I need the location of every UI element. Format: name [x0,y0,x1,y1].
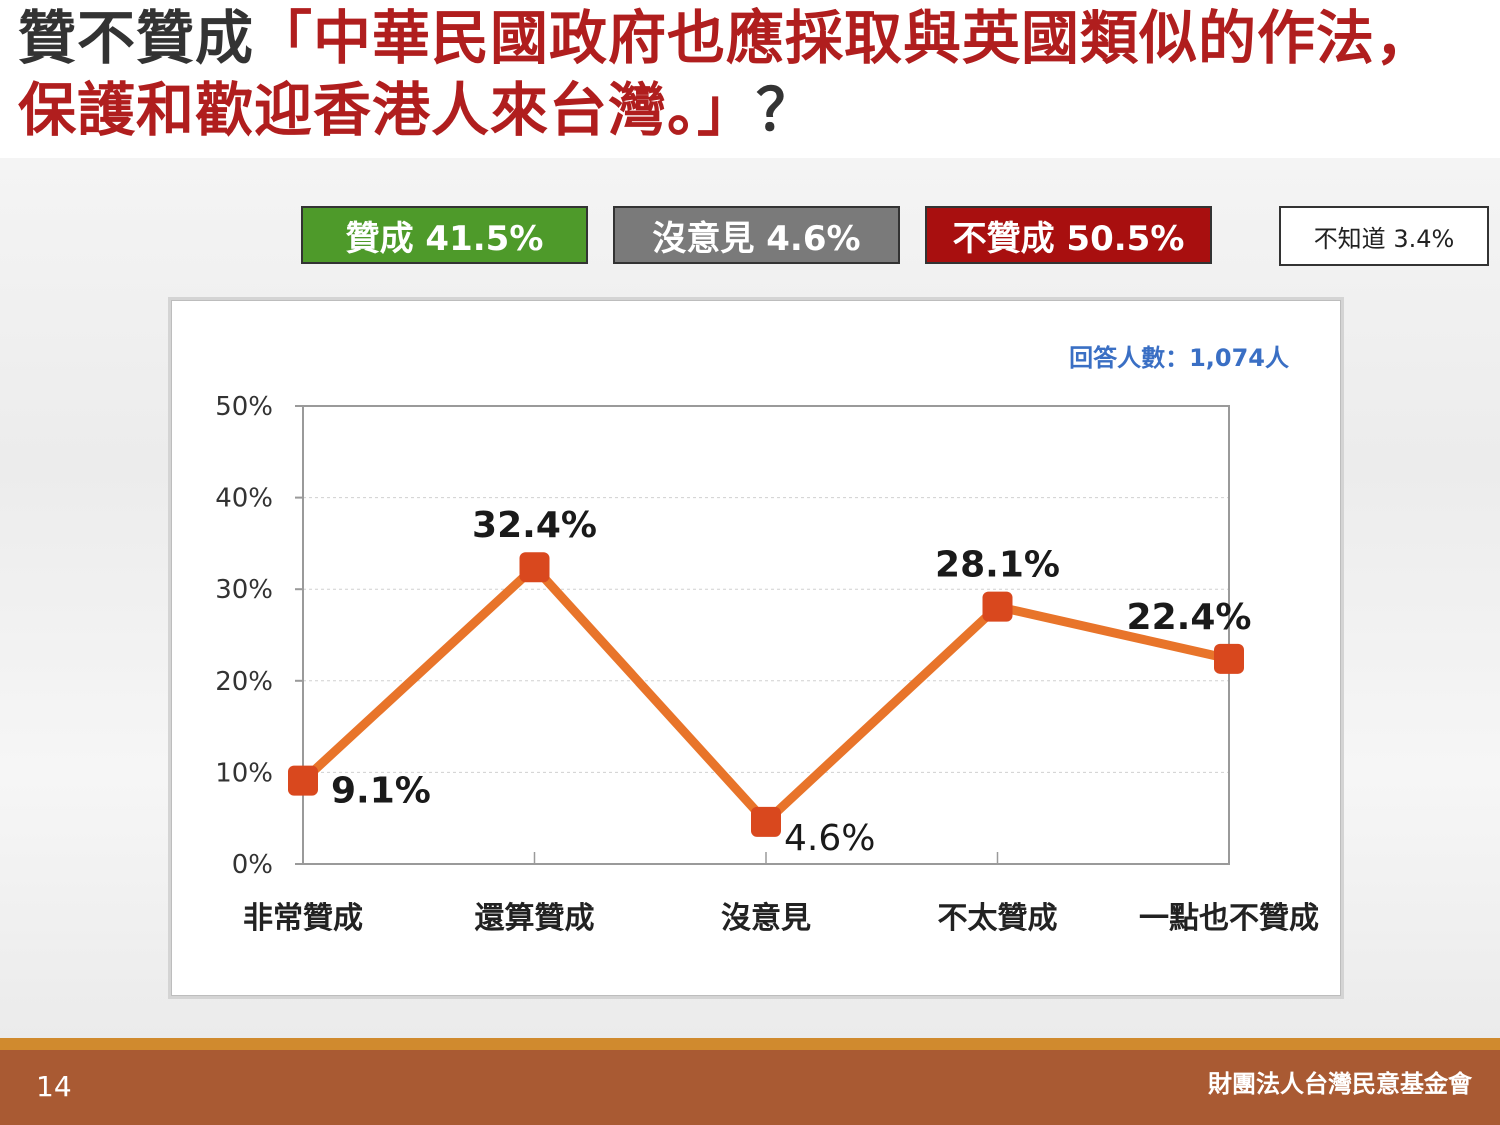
chart-gridlines [303,497,1229,773]
series-marker [288,765,318,796]
plot-area-border [302,405,1230,865]
data-label: 32.4% [472,505,597,546]
page-title: 贊不贊成「中華民國政府也應採取與英國類似的作法，保護和歡迎香港人來台灣。」？ [18,2,1488,146]
y-tick-label: 30% [215,575,273,605]
x-category-label: 非常贊成 [243,901,363,936]
x-axis-ticks: 非常贊成 還算贊成 沒意見 不太贊成 一點也不贊成 [243,852,1319,936]
title-prefix: 贊不贊成 [18,4,255,72]
y-tick-label: 10% [215,758,273,788]
data-labels: 9.1% 32.4% 4.6% 28.1% 22.4% [331,505,1251,859]
respondent-count-annotation: 回答人數：1,074人 [1069,344,1289,372]
y-tick-label: 20% [215,667,273,697]
x-category-label: 還算贊成 [475,901,595,936]
y-tick-label: 40% [215,484,273,514]
x-category-label: 一點也不贊成 [1139,901,1319,936]
series-marker [982,591,1013,622]
data-label: 22.4% [1127,597,1252,638]
data-label: 4.6% [784,818,875,859]
y-axis-ticks: 0% 10% 20% 30% 40% 50% [215,392,303,880]
data-label: 28.1% [935,545,1060,586]
unknown-summary-badge: 不知道 3.4% [1279,206,1489,266]
y-tick-label: 0% [232,850,273,880]
series-marker [751,806,781,837]
title-suffix: ？ [756,76,816,144]
title-question: 「中華民國政府也應採取與英國類似的作法，保護和歡迎香港人來台灣。」 [18,4,1435,144]
line-chart: 0%10%20%30%40%50% 非常贊成 還算贊成 沒意見 不太贊成 一點也不贊成 … [215,344,1319,936]
organization-name: 財團法人台灣民意基金會 [1208,1070,1472,1098]
series-line [299,560,1230,829]
chart-frame: 0% 10% 20% 30% 40% 50% 非常贊成 還算贊成 沒意見 不太贊成 一點也不贊成 … [168,297,1344,999]
series-marker [1214,643,1244,674]
disagree-summary-badge: 不贊成 50.5% [925,206,1212,264]
y-tick-label: 50% [215,392,273,422]
x-category-label: 沒意見 [721,901,811,936]
footer-bar [0,1038,1500,1125]
series-marker [519,552,550,583]
agree-summary-badge: 贊成 41.5% [301,206,588,264]
data-label: 9.1% [331,771,431,812]
x-category-label: 不太贊成 [938,901,1058,936]
page-number: 14 [36,1070,72,1103]
series-markers [288,552,1244,837]
neutral-summary-badge: 沒意見 4.6% [613,206,900,264]
